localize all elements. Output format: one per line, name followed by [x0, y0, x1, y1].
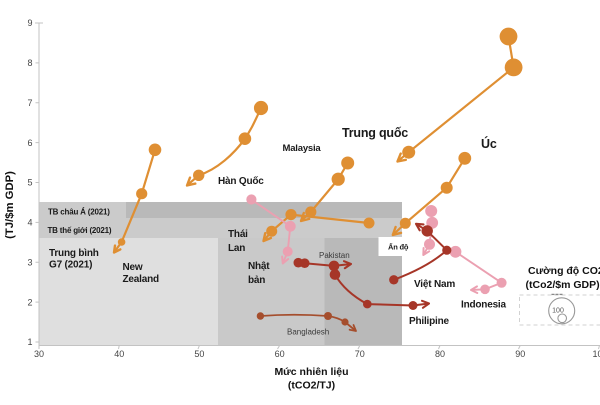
svg-text:1: 1 — [27, 337, 32, 347]
svg-text:80: 80 — [435, 349, 445, 359]
svg-text:Zealand: Zealand — [123, 274, 159, 285]
svg-text:Philipine: Philipine — [409, 316, 450, 327]
svg-text:New: New — [123, 262, 143, 273]
svg-text:Malaysia: Malaysia — [283, 143, 322, 154]
svg-text:5: 5 — [27, 178, 32, 188]
svg-text:Trung quốc: Trung quốc — [342, 126, 408, 140]
svg-text:30: 30 — [34, 349, 44, 359]
svg-text:Trung bình: Trung bình — [49, 248, 99, 259]
svg-text:Mức nhiên liệu: Mức nhiên liệu — [274, 366, 348, 378]
svg-text:G7 (2021): G7 (2021) — [49, 260, 92, 271]
svg-text:2: 2 — [27, 297, 32, 307]
svg-text:50: 50 — [194, 349, 204, 359]
svg-text:60: 60 — [275, 349, 285, 359]
svg-text:Bangladesh: Bangladesh — [287, 328, 329, 337]
svg-text:90: 90 — [515, 349, 525, 359]
svg-text:8: 8 — [27, 58, 32, 68]
svg-text:(tCO2/TJ): (tCO2/TJ) — [288, 380, 335, 392]
svg-text:9: 9 — [27, 18, 32, 28]
svg-text:(tCo2/$m GDP): (tCo2/$m GDP) — [526, 279, 600, 291]
svg-text:6: 6 — [27, 138, 32, 148]
svg-text:TB thế giới (2021): TB thế giới (2021) — [48, 226, 112, 235]
svg-text:Ấn độ: Ấn độ — [388, 242, 409, 252]
svg-text:40: 40 — [114, 349, 124, 359]
svg-text:Hàn Quốc: Hàn Quốc — [218, 175, 264, 187]
svg-text:Lan: Lan — [228, 243, 245, 254]
svg-text:Úc: Úc — [481, 136, 497, 151]
svg-text:4: 4 — [27, 218, 32, 228]
svg-text:Indonesia: Indonesia — [461, 300, 507, 311]
svg-text:100: 100 — [552, 308, 564, 315]
svg-text:3: 3 — [27, 258, 32, 268]
svg-text:70: 70 — [355, 349, 365, 359]
svg-text:Pakistan: Pakistan — [319, 251, 350, 260]
svg-text:Cường độ CO2: Cường độ CO2 — [528, 265, 600, 277]
svg-text:TB châu Á (2021): TB châu Á (2021) — [48, 208, 110, 217]
svg-text:Nhật: Nhật — [248, 261, 270, 272]
svg-text:Việt Nam: Việt Nam — [414, 279, 455, 290]
svg-text:Thái: Thái — [228, 229, 248, 240]
svg-text:bản: bản — [248, 275, 265, 286]
svg-text:7: 7 — [27, 98, 32, 108]
svg-text:100: 100 — [592, 349, 600, 359]
svg-text:(TJ/$m GDP): (TJ/$m GDP) — [4, 171, 16, 239]
